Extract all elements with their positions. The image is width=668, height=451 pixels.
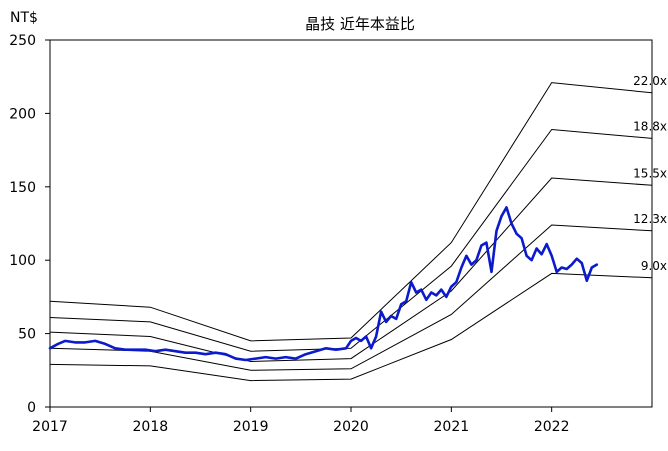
y-tick-label: 250	[9, 33, 36, 49]
y-tick-label: 0	[27, 400, 36, 416]
x-axis-ticks: 2017 2018 2019 2020 2021 2022	[32, 407, 569, 435]
pe-band-label: 12.3x	[633, 212, 667, 226]
y-tick-label: 100	[9, 253, 36, 269]
x-tick-label: 2021	[434, 419, 470, 435]
x-tick-label: 2022	[534, 419, 570, 435]
y-tick-label: 50	[18, 327, 36, 343]
pe-band-label: 18.8x	[633, 119, 667, 133]
chart-title: 晶技 近年本益比	[305, 15, 415, 33]
y-axis-ticks: 0 50 100 150 200 250	[9, 33, 50, 416]
x-tick-label: 2018	[133, 419, 169, 435]
y-axis-unit-label: NT$	[10, 10, 38, 26]
pe-band-line	[49, 128, 653, 352]
pe-bands: 22.0x 18.8x 15.5x 12.3x 9.0x	[49, 74, 667, 382]
x-tick-label: 2020	[333, 419, 369, 435]
pe-band-label: 22.0x	[633, 74, 667, 88]
y-tick-label: 200	[9, 106, 36, 122]
price-series	[48, 206, 599, 362]
y-tick-label: 150	[9, 180, 36, 196]
pe-band-label: 9.0x	[641, 259, 667, 273]
pe-band-line	[49, 272, 653, 382]
pe-band-line	[49, 177, 653, 363]
plot-area-frame	[49, 39, 653, 408]
x-tick-label: 2019	[233, 419, 269, 435]
price-line	[48, 206, 599, 362]
pe-band-line	[49, 82, 653, 342]
pe-band-label: 15.5x	[633, 166, 667, 180]
x-tick-label: 2017	[32, 419, 68, 435]
